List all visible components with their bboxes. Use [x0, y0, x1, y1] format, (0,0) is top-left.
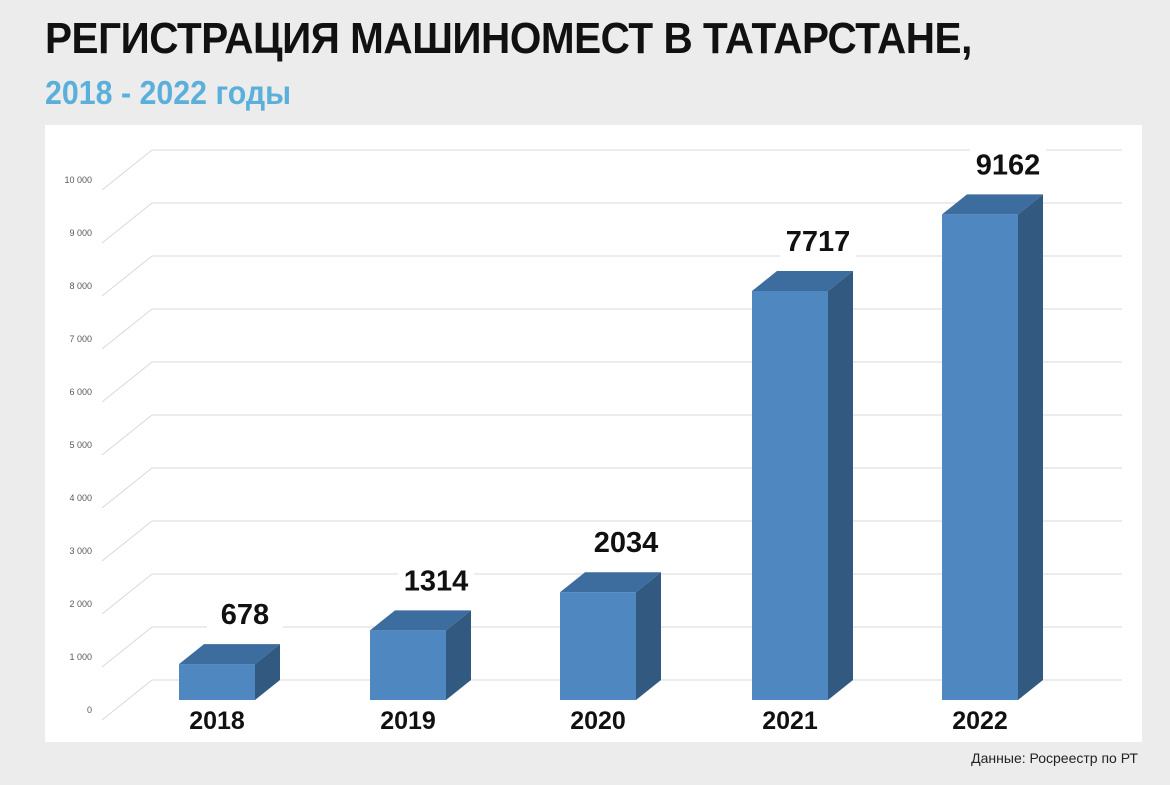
- y-tick-label: 1 000: [69, 652, 92, 662]
- data-label: 2034: [594, 527, 659, 559]
- data-label-bg: [207, 597, 283, 634]
- bar-top: [179, 644, 280, 665]
- gridline-depth: [101, 308, 153, 350]
- gridline-depth: [101, 467, 153, 509]
- gridline-depth: [101, 202, 153, 244]
- gridline-depth: [101, 414, 153, 456]
- data-label: 7717: [786, 226, 851, 258]
- data-label-bg: [780, 223, 856, 260]
- bar: [942, 214, 1018, 700]
- y-tick-label: 3 000: [69, 546, 92, 556]
- bar-side: [828, 270, 853, 700]
- gridline-depth: [101, 149, 153, 191]
- y-tick-label: 0: [87, 705, 92, 715]
- y-tick-label: 10 000: [64, 175, 92, 185]
- x-tick-label: 2021: [762, 707, 818, 735]
- bar: [560, 592, 636, 700]
- y-tick-label: 2 000: [69, 599, 92, 609]
- data-label-bg: [970, 147, 1046, 184]
- y-tick-label: 8 000: [69, 281, 92, 291]
- bar-top: [752, 270, 853, 291]
- data-label: 9162: [976, 149, 1041, 181]
- data-label-bg: [398, 563, 474, 600]
- bar-side: [255, 644, 280, 700]
- data-label: 678: [221, 599, 269, 631]
- gridline-depth: [101, 520, 153, 562]
- bar-side: [636, 572, 661, 700]
- gridline-depth: [101, 255, 153, 297]
- x-tick-label: 2019: [380, 707, 436, 735]
- x-tick-label: 2018: [189, 707, 245, 735]
- bar: [179, 664, 255, 700]
- bar-top: [560, 572, 661, 593]
- bar: [752, 290, 828, 700]
- y-tick-label: 4 000: [69, 493, 92, 503]
- y-tick-label: 6 000: [69, 387, 92, 397]
- y-tick-label: 5 000: [69, 440, 92, 450]
- gridline-depth: [101, 679, 153, 721]
- x-tick-label: 2020: [570, 707, 626, 735]
- bar-top: [370, 610, 471, 631]
- y-tick-label: 7 000: [69, 334, 92, 344]
- data-label: 1314: [404, 565, 469, 597]
- gridline-depth: [101, 361, 153, 403]
- data-source-note: Данные: Росреестр по РТ: [971, 750, 1138, 766]
- y-tick-label: 9 000: [69, 228, 92, 238]
- bar-side: [1018, 194, 1043, 700]
- chart-subtitle: 2018 - 2022 годы: [45, 74, 292, 111]
- gridline-depth: [101, 573, 153, 615]
- bar-top: [942, 194, 1043, 215]
- data-label-bg: [588, 525, 664, 562]
- gridline-depth: [101, 626, 153, 668]
- bar-side: [446, 610, 471, 700]
- chart-title: РЕГИСТРАЦИЯ МАШИНОМЕСТ В ТАТАРСТАНЕ,: [45, 14, 972, 63]
- x-tick-label: 2022: [952, 707, 1008, 735]
- bar: [370, 630, 446, 700]
